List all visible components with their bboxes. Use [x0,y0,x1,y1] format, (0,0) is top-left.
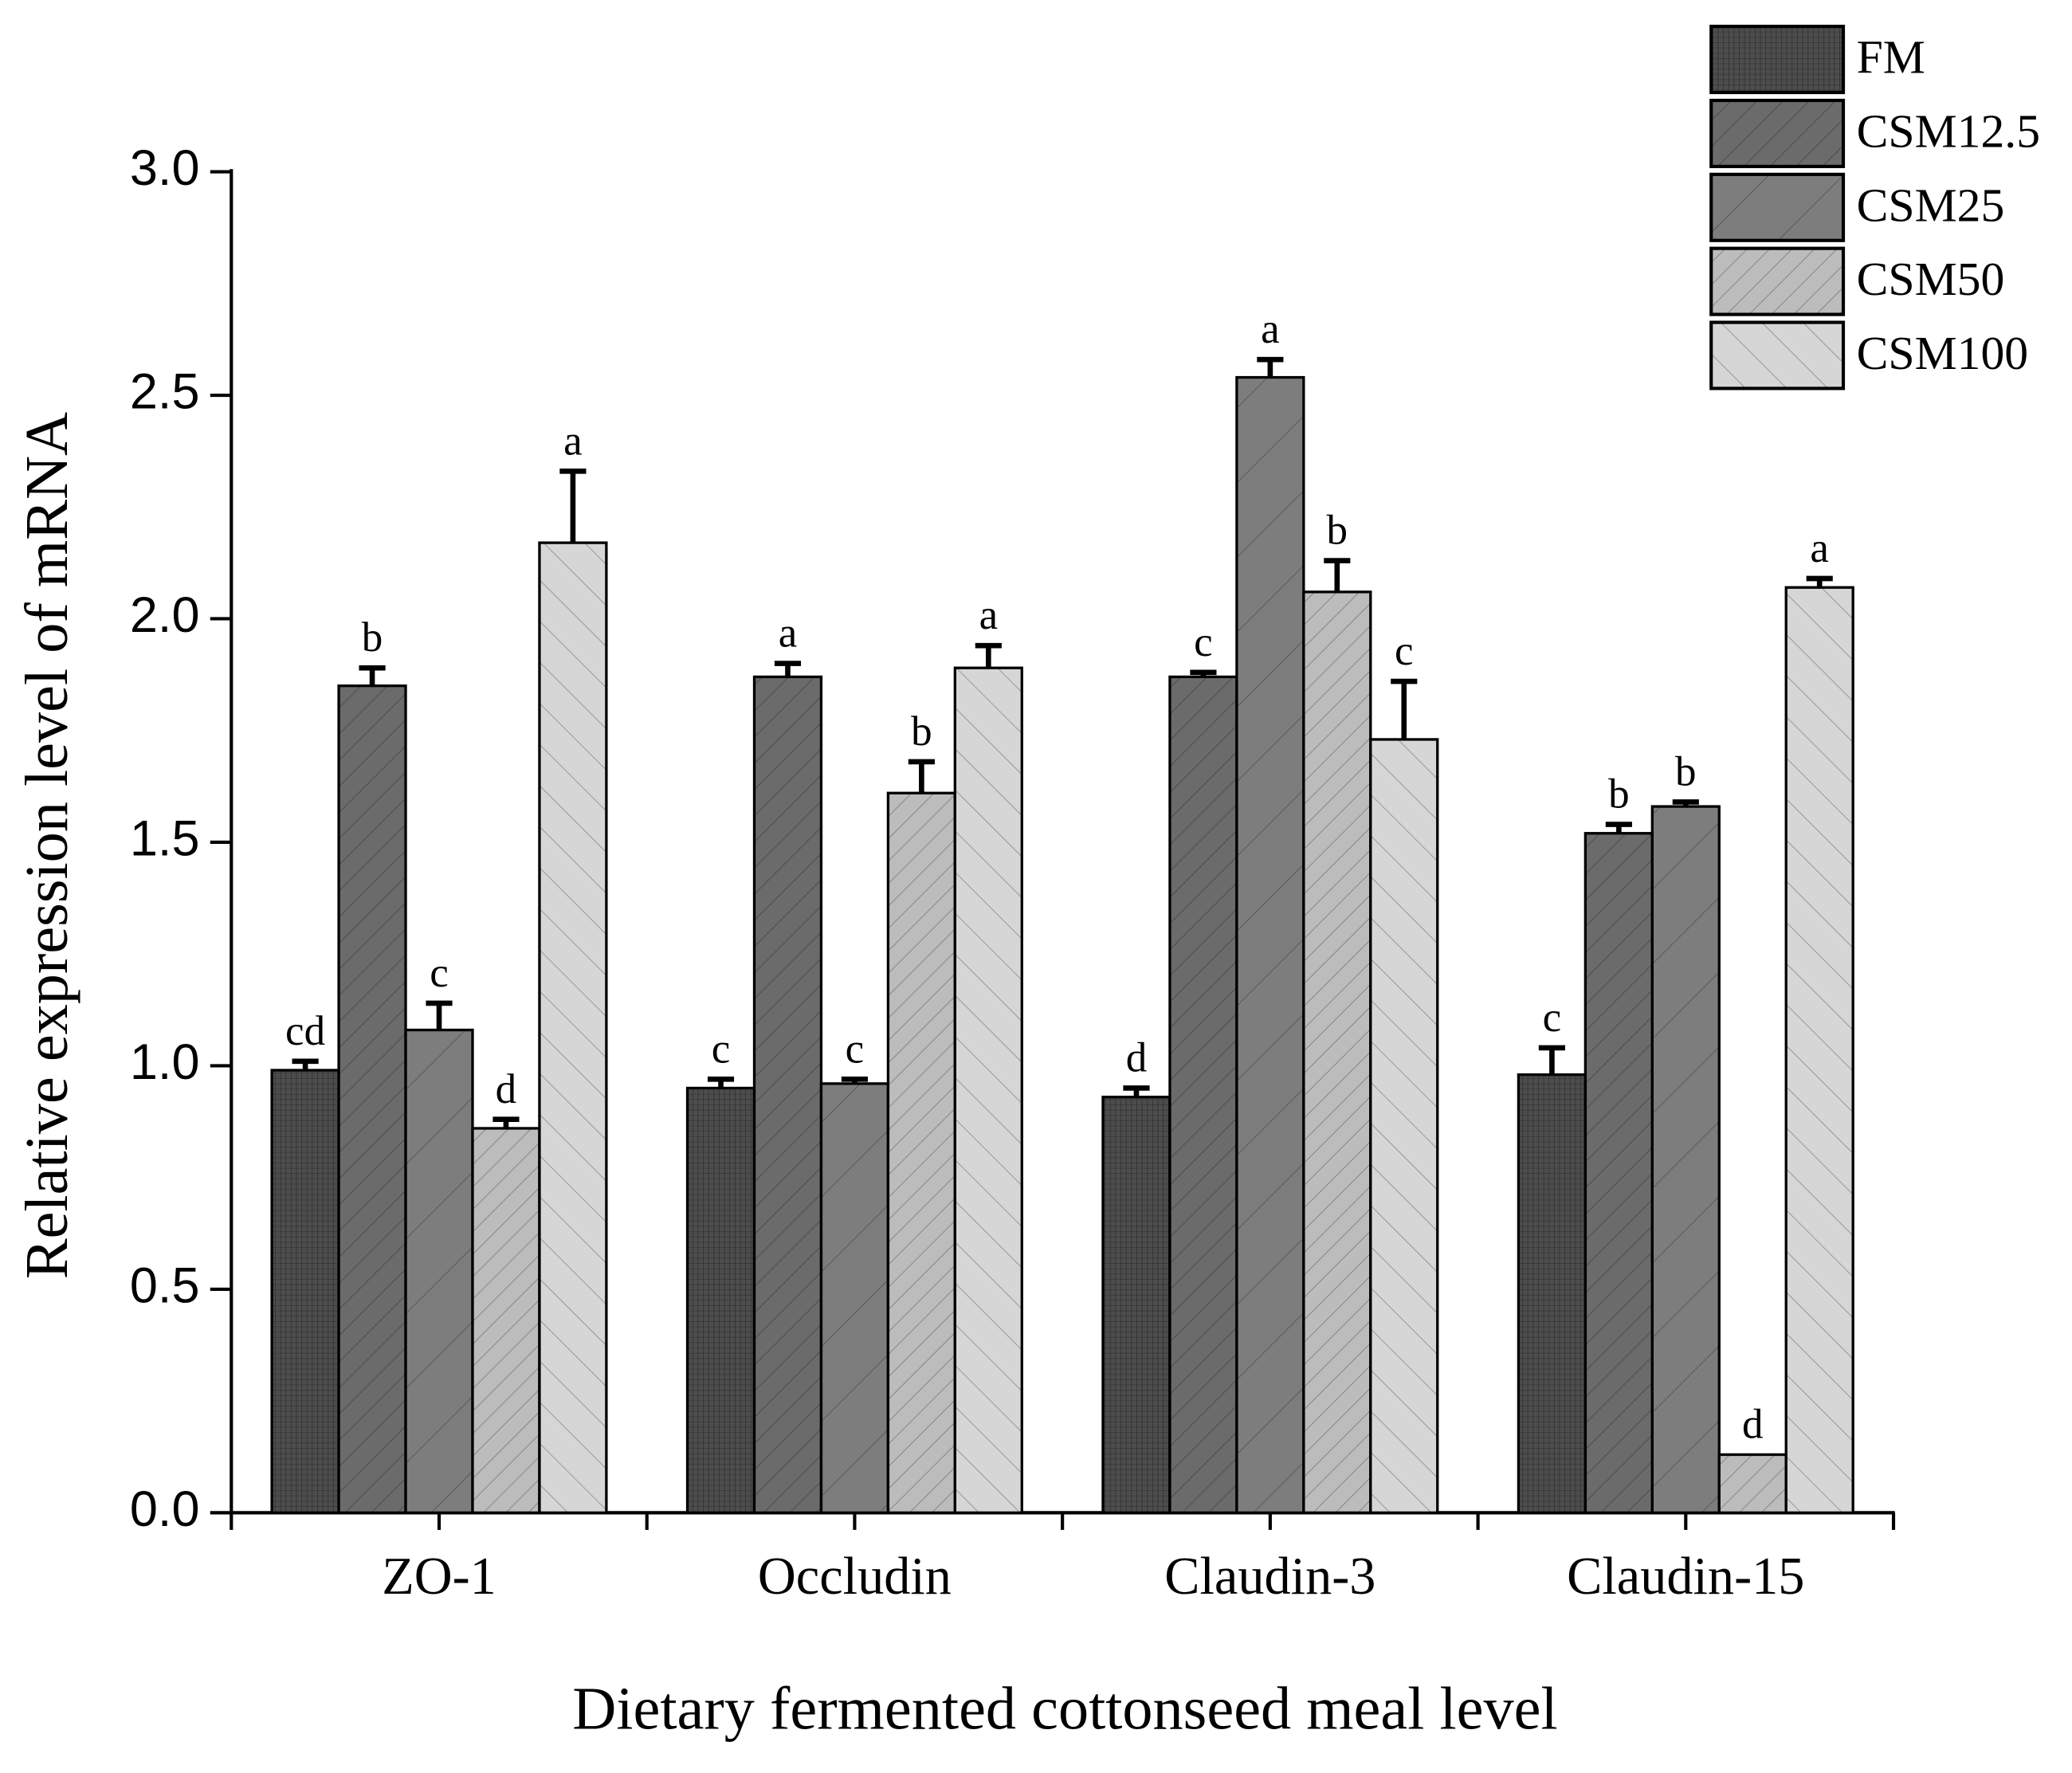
error-bar [359,665,386,686]
legend-swatch [1709,172,1846,242]
significance-letter: c [846,1026,865,1072]
legend-label: CSM25 [1857,178,2005,231]
x-tick-label: Occludin [758,1547,952,1606]
error-bar [1123,1085,1150,1097]
significance-letter: c [430,950,449,996]
significance-letter: b [1675,748,1697,794]
error-bar [1391,678,1418,739]
error-bar [292,1058,319,1071]
legend-swatch [1709,98,1846,168]
error-bar [1190,669,1217,677]
significance-letter: c [1543,994,1562,1041]
bar [752,675,823,1515]
error-bar [1672,799,1699,807]
bar [1517,1073,1587,1515]
significance-letter: a [1810,525,1829,571]
legend-swatch [1709,246,1846,316]
y-tick-label: 0.0 [130,1481,200,1537]
significance-letter: c [1194,619,1213,665]
legend-label: CSM50 [1857,253,2005,305]
significance-letter: cd [285,1008,325,1054]
error-bar [908,759,935,794]
bar [1784,586,1854,1515]
error-bar [774,661,802,677]
y-axis-label: Relative expression level of mRNA [14,412,80,1279]
significance-letter: c [1395,628,1414,674]
bar [1369,738,1439,1515]
significance-letter: a [779,610,798,657]
error-bar [707,1076,735,1089]
error-bar [559,469,587,543]
error-bar [1605,822,1632,834]
bar [471,1127,541,1515]
legend-swatch [1709,25,1846,95]
error-bar [1806,575,1833,588]
bar [1101,1096,1171,1515]
significance-letter: a [563,418,583,464]
bar [685,1086,756,1515]
error-bar [841,1076,869,1084]
x-axis-label: Dietary fermented cottonseed meal level [572,1676,1557,1743]
significance-letter: d [496,1066,517,1112]
bar [1583,832,1654,1515]
bar [404,1028,474,1515]
bar [819,1082,890,1515]
significance-letter: d [1742,1401,1764,1447]
error-bar [426,1000,453,1030]
y-tick-label: 1.5 [130,811,200,867]
bar [953,666,1023,1515]
significance-letter: c [712,1026,731,1072]
y-tick-label: 0.5 [130,1258,200,1314]
significance-letter: b [1608,771,1630,818]
error-bar [492,1116,520,1128]
significance-letter: b [362,614,383,661]
error-bar [1257,356,1284,378]
error-bar [975,642,1002,669]
bar [1302,590,1372,1515]
bar [538,541,608,1515]
bar [1168,675,1238,1515]
y-tick-label: 3.0 [130,140,200,196]
bar [1235,375,1305,1515]
bar [1650,805,1721,1515]
bar [270,1069,340,1515]
x-tick-label: ZO-1 [382,1547,496,1606]
significance-letter: a [979,592,999,638]
error-bar [1538,1045,1565,1075]
x-tick-label: Claudin-3 [1164,1547,1375,1606]
bar [1717,1453,1787,1515]
significance-letter: d [1126,1034,1148,1081]
y-tick-label: 2.0 [130,587,200,643]
significance-letter: b [911,708,932,755]
bar [337,684,407,1515]
x-tick-label: Claudin-15 [1567,1547,1804,1606]
legend-swatch [1709,320,1846,390]
legend-label: CSM100 [1857,327,2029,379]
significance-letter: a [1261,306,1280,352]
significance-letter: b [1327,508,1348,554]
y-tick-label: 1.0 [130,1034,200,1090]
error-bar [1324,558,1351,592]
legend-label: FM [1857,31,1925,84]
legend-label: CSM12.5 [1857,104,2040,157]
bar [886,791,957,1515]
y-tick-label: 2.5 [130,364,200,420]
